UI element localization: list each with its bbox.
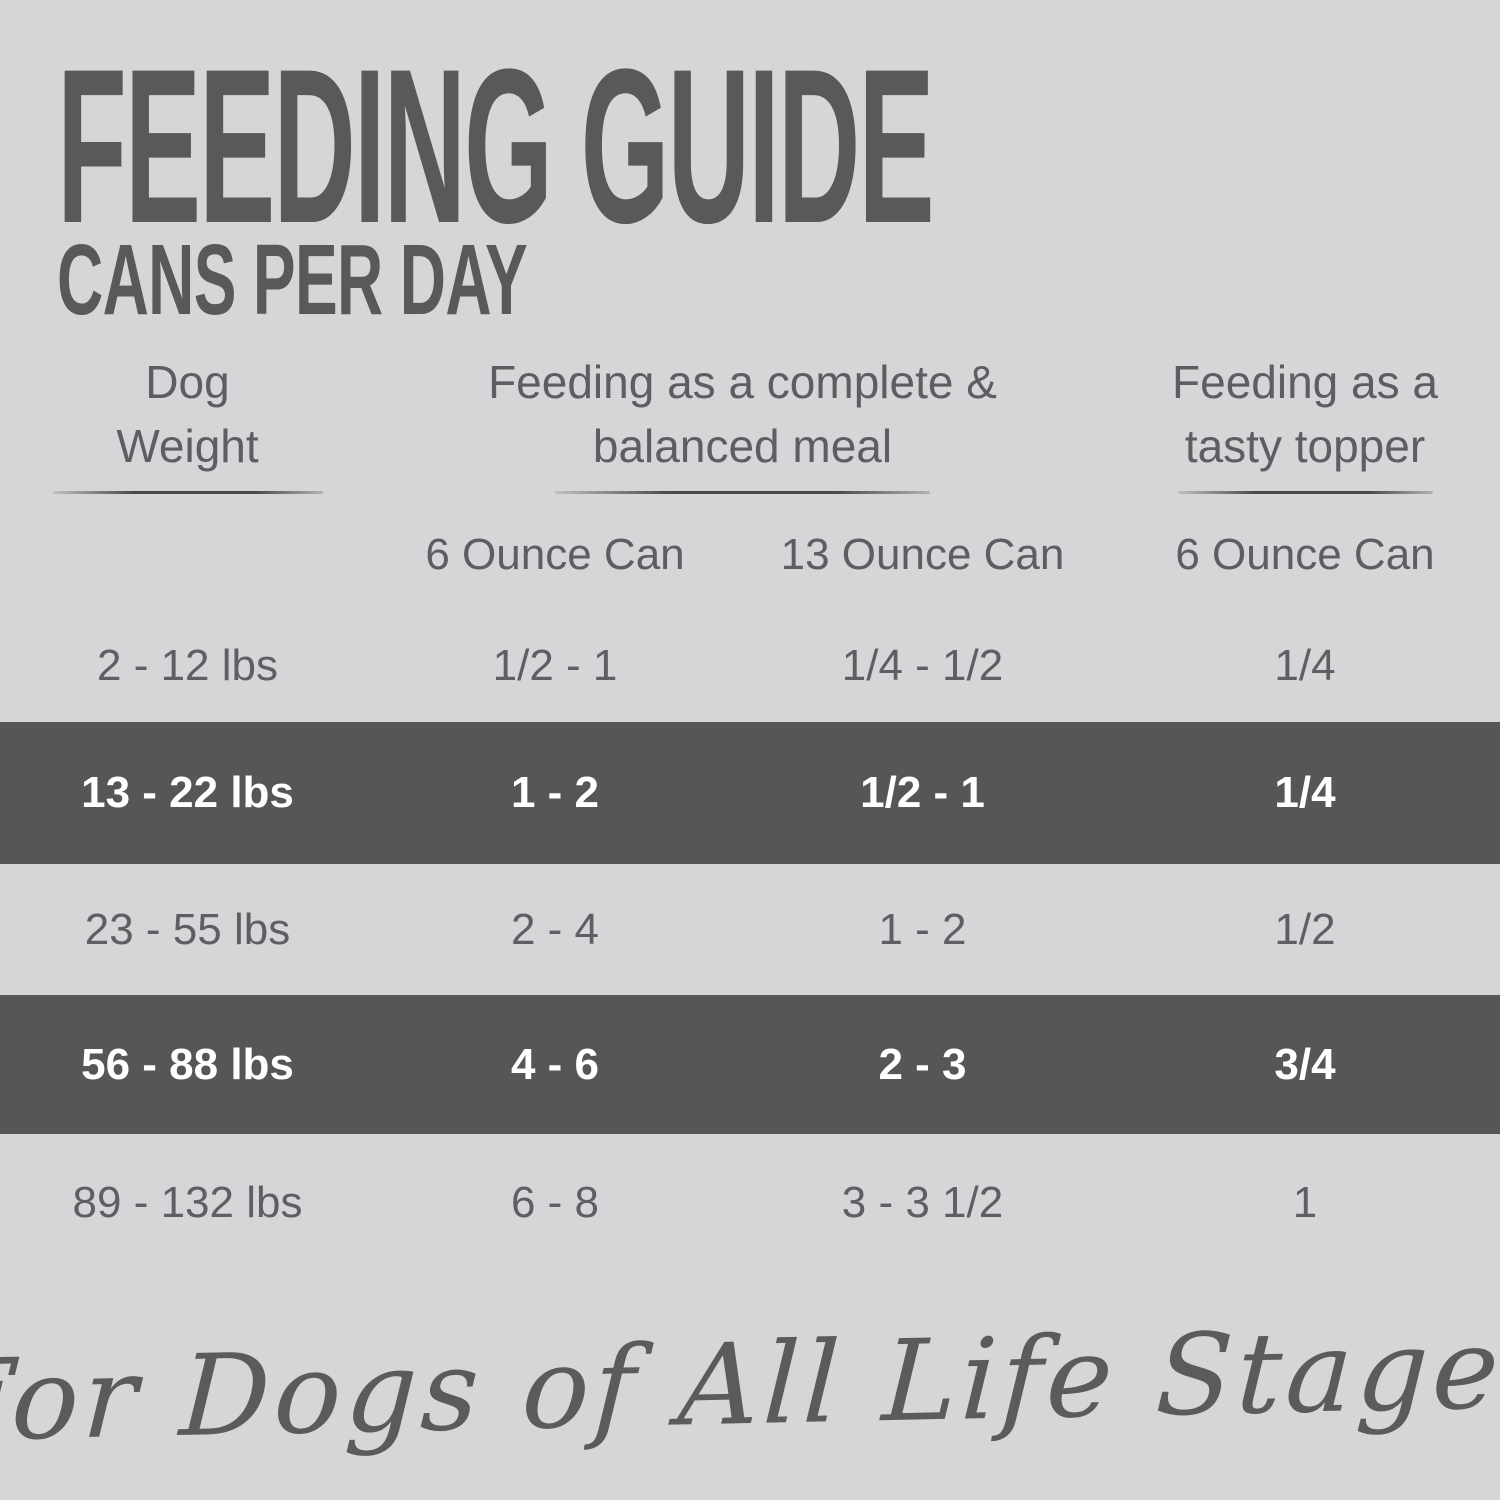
table-header-row: Dog Weight Feeding as a complete & balan…	[0, 350, 1500, 500]
cell-topper-6oz: 1/4	[1274, 768, 1336, 817]
cell-dog-weight: 56 - 88 lbs	[81, 1039, 294, 1089]
column-header-tasty-topper: Feeding as a tasty topper	[1110, 350, 1500, 500]
cell-topper-6oz: 3/4	[1274, 1039, 1336, 1089]
cell-topper-6oz: 1	[1292, 1178, 1318, 1227]
table-row: 2 - 12 lbs 1/2 - 1 1/4 - 1/2 1/4	[0, 610, 1500, 722]
life-stages-tagline: For Dogs of All Life Stages	[0, 1302, 1500, 1468]
cell-complete-13oz: 1 - 2	[878, 904, 967, 954]
cell-complete-6oz: 1 - 2	[510, 768, 600, 817]
subheader-6oz-complete: 6 Ounce Can	[425, 530, 685, 579]
cell-dog-weight: 89 - 132 lbs	[72, 1178, 303, 1227]
table-subheader-row: 6 Ounce Can 13 Ounce Can 6 Ounce Can	[0, 500, 1500, 610]
table-row: 23 - 55 lbs 2 - 4 1 - 2 1/2	[0, 864, 1500, 995]
cell-complete-6oz: 4 - 6	[510, 1039, 600, 1089]
cell-dog-weight: 13 - 22 lbs	[81, 768, 294, 817]
cell-complete-13oz: 1/2 - 1	[860, 768, 985, 817]
table-row: 89 - 132 lbs 6 - 8 3 - 3 1/2 1	[0, 1134, 1500, 1272]
cell-topper-6oz: 1/2	[1274, 904, 1336, 954]
subheader-empty	[0, 500, 375, 610]
cell-complete-6oz: 2 - 4	[510, 904, 600, 954]
feeding-guide-table: Dog Weight Feeding as a complete & balan…	[0, 350, 1500, 1272]
column-header-label: Feeding as a complete & balanced meal	[488, 356, 997, 473]
header-underline	[1177, 491, 1433, 494]
cell-dog-weight: 2 - 12 lbs	[97, 641, 278, 690]
subheader-13oz-complete: 13 Ounce Can	[780, 530, 1065, 579]
footer: For Dogs of All Life Stages	[0, 1285, 1500, 1485]
page-title: FEEDING GUIDE	[57, 23, 935, 269]
column-header-label: Feeding as a tasty topper	[1172, 356, 1438, 473]
column-header-label: Dog Weight	[116, 356, 259, 473]
subheader-6oz-topper: 6 Ounce Can	[1175, 530, 1435, 579]
cell-complete-13oz: 2 - 3	[878, 1039, 967, 1089]
cell-dog-weight: 23 - 55 lbs	[84, 904, 291, 954]
header-underline	[555, 491, 930, 494]
header-underline	[52, 491, 323, 494]
cell-topper-6oz: 1/4	[1274, 641, 1336, 690]
cell-complete-6oz: 1/2 - 1	[492, 641, 618, 690]
table-row-highlighted: 56 - 88 lbs 4 - 6 2 - 3 3/4	[0, 995, 1500, 1134]
column-header-dog-weight: Dog Weight	[0, 350, 375, 500]
cell-complete-13oz: 3 - 3 1/2	[841, 1178, 1004, 1227]
page-subtitle: CANS PER DAY	[57, 224, 528, 336]
cell-complete-6oz: 6 - 8	[510, 1178, 600, 1227]
column-header-complete-meal: Feeding as a complete & balanced meal	[375, 350, 1110, 500]
cell-complete-13oz: 1/4 - 1/2	[841, 641, 1004, 690]
table-row-highlighted: 13 - 22 lbs 1 - 2 1/2 - 1 1/4	[0, 722, 1500, 864]
